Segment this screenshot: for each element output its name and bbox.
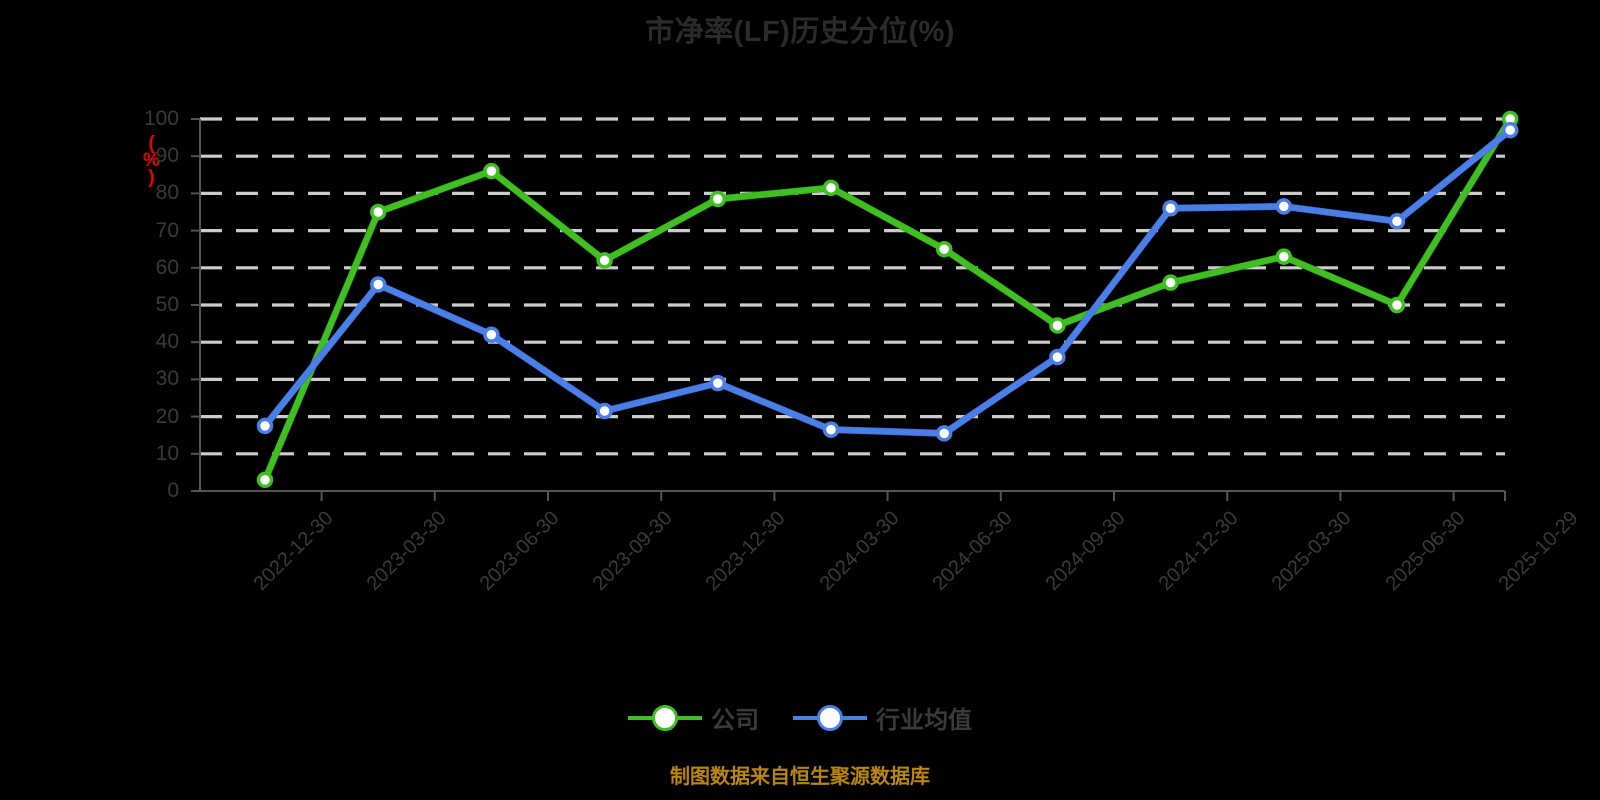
data-point-marker[interactable] [822,179,840,197]
series-line-1 [262,116,1514,483]
y-axis-tick-label: 0 [167,479,179,502]
data-point-marker[interactable] [1162,274,1179,291]
data-point-marker[interactable] [369,203,387,221]
data-point-marker[interactable] [596,252,613,269]
page-title: 市净率(LF)历史分位(%) [645,16,955,48]
y-axis-tick-label: 50 [155,293,179,316]
legend-label: 行业均值 [876,707,972,734]
legend-marker-icon [628,704,702,731]
data-point-marker[interactable] [483,326,500,344]
data-point-marker[interactable] [256,471,274,489]
legend-item-2[interactable]: 行业均值 [793,700,972,735]
data-point-marker[interactable] [1275,248,1293,265]
y-axis-tick-label: 20 [155,404,179,428]
data-point-marker[interactable] [1388,213,1406,230]
data-point-marker[interactable] [369,276,387,293]
series-line-1-underlay [261,115,1514,484]
data-point-marker[interactable] [709,190,727,208]
y-axis-tick-label: 60 [155,255,179,279]
data-point-marker[interactable] [483,162,500,180]
series-line-2-underlay [261,126,1514,437]
series-line-2 [262,127,1514,437]
data-point-marker[interactable] [1501,121,1519,139]
legend-label: 公司 [711,707,759,734]
y-axis-tick-label: 100 [143,107,179,130]
data-point-marker[interactable] [935,425,953,442]
footnote-text: 制图数据来自恒生聚源数据库 [670,766,930,788]
legend-dot-swatch [652,704,678,731]
y-axis-tick-label: 30 [155,367,179,391]
data-point-marker[interactable] [1275,198,1293,215]
data-point-marker[interactable] [935,240,953,258]
legend-marker-icon [793,704,867,731]
data-point-marker[interactable] [256,417,274,435]
data-point-marker[interactable] [709,374,727,392]
data-point-marker[interactable] [822,421,840,438]
y-axis-tick-label: 80 [155,181,179,205]
data-point-marker[interactable] [1049,317,1066,334]
data-point-marker[interactable] [596,402,613,420]
chart-legend: 公司 行业均值 [0,700,1600,735]
data-point-marker[interactable] [1388,296,1406,314]
data-point-marker[interactable] [1049,348,1066,366]
y-axis-tick-label: 70 [155,218,179,242]
data-point-marker[interactable] [1162,200,1179,217]
y-axis-tick-label: 10 [155,441,179,465]
y-axis-tick-label: 40 [155,330,179,354]
y-axis-tick-label: 90 [155,144,179,168]
y-axis-unit-label: (%) [141,133,162,184]
legend-item-1[interactable]: 公司 [628,700,759,735]
legend-dot-swatch [817,704,843,731]
